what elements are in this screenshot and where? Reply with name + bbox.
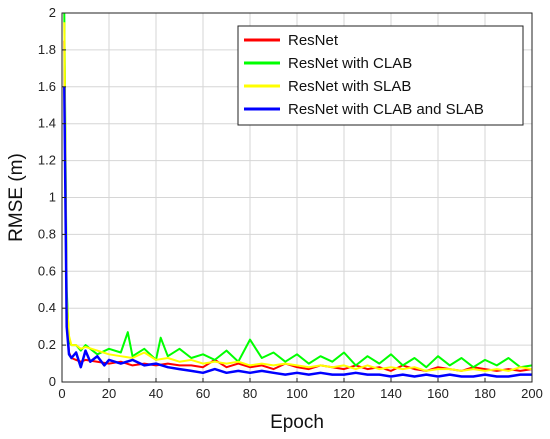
y-tick-label: 1.4 (38, 116, 56, 131)
y-tick-label: 0.6 (38, 263, 56, 278)
x-tick-label: 120 (333, 386, 355, 401)
legend-entry-resnet: ResNet (244, 32, 339, 49)
y-tick-label: 1.2 (38, 153, 56, 168)
y-axis-title: RMSE (m) (6, 153, 27, 242)
x-tick-label: 160 (427, 386, 449, 401)
legend-label-slab: ResNet with SLAB (288, 78, 411, 95)
x-tick-label: 40 (149, 386, 163, 401)
legend-label-clab-slab: ResNet with CLAB and SLAB (288, 101, 484, 118)
x-tick-label: 0 (58, 386, 65, 401)
axis-ticks: 0 20 40 60 80 100 120 140 160 180 200 0 0.2 0.4 0.6 0.8… (38, 5, 543, 401)
x-tick-label: 100 (286, 386, 308, 401)
legend-entry-clab: ResNet with CLAB (244, 55, 412, 72)
legend-box (237, 25, 524, 126)
series-lines (63, 12, 533, 378)
x-tick-label: 80 (243, 386, 257, 401)
legend-entry-clab-slab: ResNet with CLAB and SLAB (244, 101, 484, 118)
series-line-2 (63, 22, 533, 372)
y-tick-label: 0 (49, 374, 56, 389)
y-tick-label: 0.2 (38, 337, 56, 352)
series-line-1 (63, 12, 533, 369)
y-tick-label: 0.8 (38, 226, 56, 241)
x-tick-label: 200 (521, 386, 543, 401)
x-tick-label: 180 (474, 386, 496, 401)
legend-entry-slab: ResNet with SLAB (244, 78, 411, 95)
y-tick-label: 0.4 (38, 300, 56, 315)
x-tick-label: 140 (380, 386, 402, 401)
legend: ResNet ResNet with CLAB ResNet with SLAB… (237, 25, 524, 126)
x-axis-title: Epoch (270, 412, 324, 433)
y-tick-label: 1.8 (38, 42, 56, 57)
y-tick-label: 1 (49, 190, 56, 205)
legend-label-resnet: ResNet (288, 32, 339, 49)
x-tick-label: 20 (102, 386, 116, 401)
series-line-3 (63, 86, 532, 378)
y-tick-label: 1.6 (38, 79, 56, 94)
x-tick-label: 60 (196, 386, 210, 401)
y-tick-label: 2 (49, 5, 56, 20)
legend-label-clab: ResNet with CLAB (288, 55, 412, 72)
